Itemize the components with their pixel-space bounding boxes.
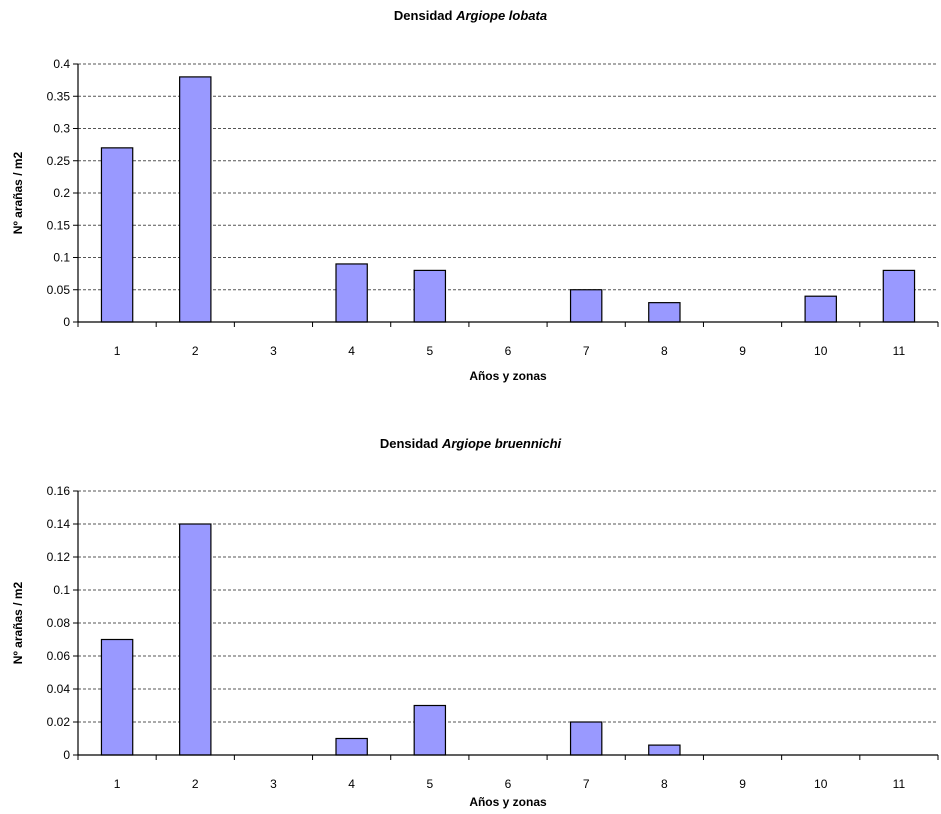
y-tick-label: 0 [63, 748, 70, 762]
bar [413, 269, 447, 323]
chart-1-title-species: Argiope lobata [456, 8, 548, 23]
x-tick-label: 1 [114, 777, 121, 791]
x-tick-label: 10 [814, 344, 828, 358]
x-tick-label: 10 [814, 777, 828, 791]
x-tick-label: 2 [192, 777, 199, 791]
x-tick-label: 11 [893, 777, 906, 791]
y-tick-label: 0.1 [53, 583, 70, 597]
y-tick-label: 0.02 [47, 715, 71, 729]
y-axis-label: Nº arañas / m2 [11, 581, 25, 664]
y-tick-label: 0.3 [53, 122, 70, 136]
bar [179, 76, 212, 323]
x-tick-label: 4 [348, 344, 355, 358]
y-tick-label: 0.2 [53, 186, 70, 200]
bar [335, 263, 368, 323]
y-tick-label: 0.04 [47, 682, 71, 696]
chart-2-title-species: Argiope bruennichi [441, 436, 562, 451]
y-tick-label: 0.12 [47, 550, 71, 564]
y-tick-label: 0.4 [53, 57, 70, 71]
y-tick-label: 0 [63, 315, 70, 329]
chart-2-title-prefix: Densidad [379, 436, 439, 451]
x-tick-label: 8 [661, 344, 668, 358]
bar [335, 737, 368, 756]
x-tick-label: 6 [505, 344, 512, 358]
y-tick-label: 0.35 [47, 89, 71, 103]
bar [413, 704, 447, 756]
y-tick-label: 0.08 [47, 616, 71, 630]
bar [882, 269, 916, 323]
x-tick-label: 7 [583, 344, 590, 358]
x-axis-label: Años y zonas [469, 369, 547, 383]
y-tick-label: 0.14 [47, 517, 71, 531]
y-tick-label: 0.25 [47, 154, 71, 168]
y-tick-label: 0.06 [47, 649, 71, 663]
chart-1-title-prefix: Densidad [393, 8, 453, 23]
bar [179, 523, 212, 756]
x-tick-label: 9 [739, 344, 746, 358]
x-tick-label: 1 [114, 344, 121, 358]
x-tick-label: 11 [893, 344, 906, 358]
x-tick-label: 8 [661, 777, 668, 791]
x-tick-label: 4 [348, 777, 355, 791]
bar [100, 147, 134, 323]
x-tick-label: 3 [270, 344, 277, 358]
y-axis-label: Nº arañas / m2 [11, 151, 25, 234]
x-tick-label: 9 [739, 777, 746, 791]
x-axis-label: Años y zonas [469, 795, 547, 809]
x-tick-label: 2 [192, 344, 199, 358]
y-tick-label: 0.16 [47, 484, 71, 498]
x-tick-label: 5 [426, 344, 433, 358]
chart-2-title: Densidad Argiope bruennichi [0, 436, 941, 451]
x-tick-label: 6 [505, 777, 512, 791]
bar [569, 289, 603, 323]
bar [648, 744, 681, 756]
bar [569, 721, 603, 756]
y-tick-label: 0.15 [47, 218, 71, 232]
chart-1-plot: 0 0.05 0.1 0.15 0.2 0.25 0.3 0.35 0.4 1 2 3 4 5 6 7 8 9 10… [11, 57, 939, 383]
y-tick-label: 0.1 [53, 251, 70, 265]
bar [100, 638, 134, 756]
x-tick-label: 5 [426, 777, 433, 791]
x-tick-label: 7 [583, 777, 590, 791]
chart-1-title: Densidad Argiope lobata [0, 8, 941, 23]
y-tick-label: 0.05 [47, 283, 71, 297]
x-tick-label: 3 [270, 777, 277, 791]
